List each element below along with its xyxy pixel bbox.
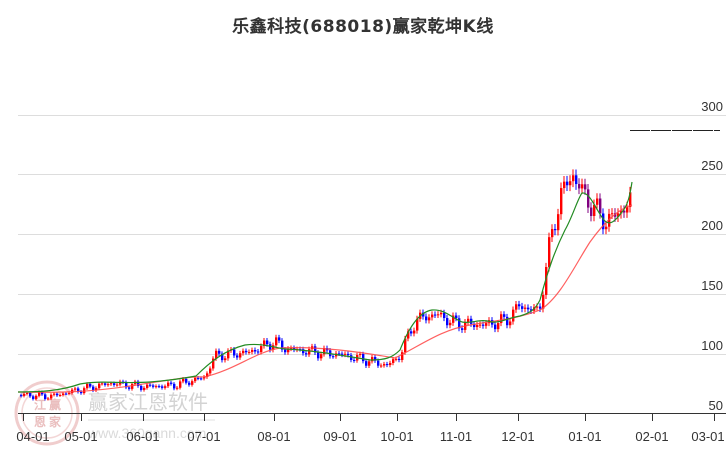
y-tick-label: 300 bbox=[701, 99, 723, 114]
x-tick-label: 12-01 bbox=[501, 429, 534, 444]
seal-char: 赢 bbox=[49, 397, 61, 412]
y-tick-label: 250 bbox=[701, 158, 723, 173]
x-tick-label: 02-01 bbox=[635, 429, 668, 444]
x-tick-label: 05-01 bbox=[64, 429, 97, 444]
ma-short-line bbox=[17, 181, 633, 393]
seal-char: 家 bbox=[49, 414, 62, 429]
x-tick-label: 03-01 bbox=[691, 429, 724, 444]
watermark-name: 赢家江恩软件 bbox=[88, 390, 208, 414]
x-tick-label: 09-01 bbox=[323, 429, 356, 444]
y-tick-label: 50 bbox=[709, 398, 723, 413]
candlesticks bbox=[20, 169, 632, 401]
x-tick-label: 04-01 bbox=[16, 429, 49, 444]
x-tick-label: 07-01 bbox=[187, 429, 220, 444]
ma-long-line bbox=[17, 204, 633, 393]
watermark: 江 赢 恩 家 赢家江恩软件 www.360gann.com bbox=[14, 380, 215, 446]
chart-title: 乐鑫科技(688018)赢家乾坤K线 bbox=[232, 17, 494, 37]
x-tick-label: 11-01 bbox=[440, 429, 472, 444]
x-tick-label: 08-01 bbox=[257, 429, 290, 444]
x-tick-label: 06-01 bbox=[126, 429, 159, 444]
y-axis: 300 250 200 150 100 50 bbox=[701, 99, 723, 413]
seal-char: 恩 bbox=[34, 414, 46, 429]
x-tick-label: 01-01 bbox=[568, 429, 601, 444]
seal-char: 江 bbox=[34, 397, 46, 412]
y-tick-label: 200 bbox=[701, 218, 723, 233]
y-tick-label: 100 bbox=[701, 338, 723, 353]
watermark-url: www.360gann.com bbox=[87, 425, 206, 441]
y-tick-label: 150 bbox=[701, 278, 723, 293]
x-tick-label: 10-01 bbox=[380, 429, 413, 444]
gridlines bbox=[18, 115, 726, 355]
x-axis: 04-01 05-01 06-01 07-01 08-01 09-01 10-0… bbox=[16, 413, 726, 444]
